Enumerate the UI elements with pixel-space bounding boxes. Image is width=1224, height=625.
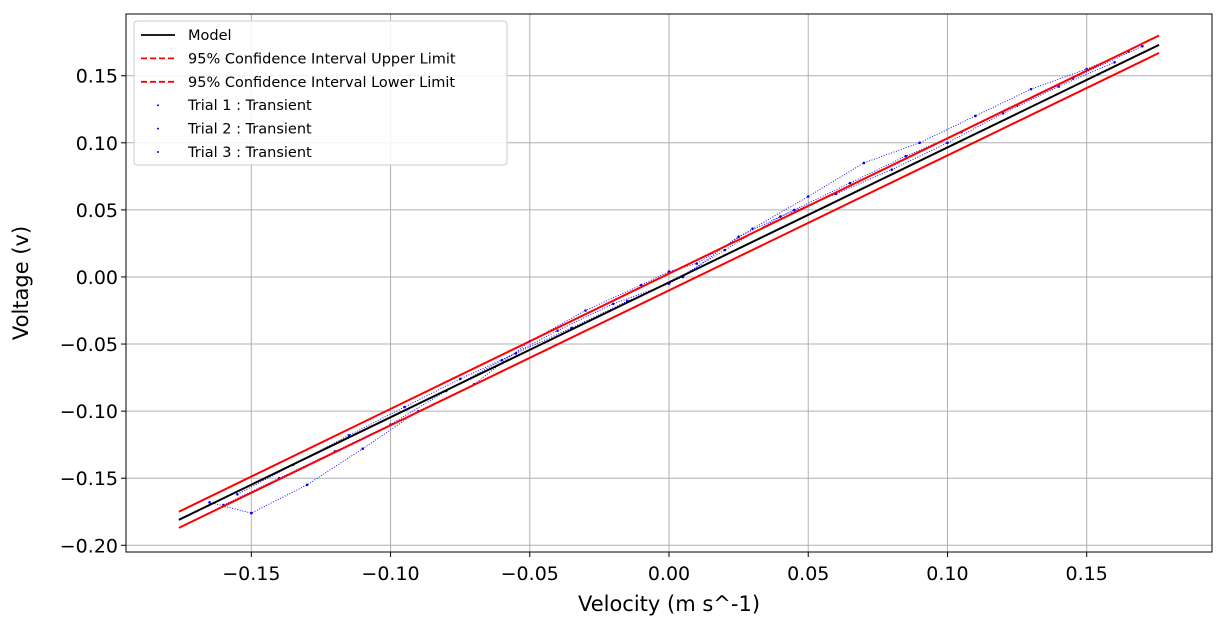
data-point [751, 227, 754, 230]
data-point [890, 168, 894, 171]
x-tick-label: −0.15 [222, 563, 280, 585]
data-point [250, 511, 253, 515]
legend-label: 95% Confidence Interval Upper Limit [188, 51, 456, 67]
data-point [612, 302, 615, 306]
model-line [178, 43, 1160, 521]
data-point [361, 447, 364, 450]
x-tick-label: 0.10 [926, 563, 968, 585]
legend-entry: Trial 3 : Transient [157, 145, 312, 161]
data-point [1029, 87, 1033, 91]
data-point [723, 248, 726, 252]
y-tick-label: 0.15 [76, 66, 118, 88]
data-point [806, 195, 810, 198]
y-tick-label: 0.10 [76, 133, 118, 155]
data-point [556, 329, 559, 332]
legend-label: Trial 2 : Transient [187, 122, 312, 138]
legend-label: Model [188, 28, 232, 44]
x-axis-title: Velocity (m s^-1) [578, 592, 760, 616]
data-point [974, 114, 977, 118]
y-tick-label: −0.10 [60, 401, 118, 423]
data-point [695, 262, 699, 265]
data-point [305, 483, 309, 487]
ticks: −0.15 −0.10 −0.05 0.00 0.05 0.10 0.15 −0.20 −0.1… [60, 66, 1108, 585]
x-tick-label: −0.10 [361, 563, 419, 585]
ci-upper-line [178, 34, 1160, 513]
legend-entry: Trial 2 : Transient [157, 122, 312, 138]
y-tick-label: −0.15 [60, 468, 118, 490]
data-point [639, 283, 643, 287]
legend-point-swatch [157, 127, 159, 130]
legend-label: 95% Confidence Interval Lower Limit [188, 75, 455, 91]
x-tick-label: 0.15 [1066, 563, 1108, 585]
data-point [946, 141, 949, 145]
legend-point-swatch [157, 151, 159, 153]
series-layer [178, 34, 1160, 529]
data-point [1113, 60, 1116, 64]
data-point [403, 405, 406, 409]
y-axis-title: Voltage (v) [9, 226, 33, 340]
grid [126, 14, 1212, 552]
data-point [737, 235, 740, 239]
data-point [584, 309, 587, 312]
legend-label: Trial 3 : Transient [187, 145, 312, 161]
data-point [918, 141, 921, 145]
data-point [514, 352, 518, 355]
legend-entry: 95% Confidence Interval Lower Limit [141, 75, 455, 91]
legend-entry: Model [141, 28, 232, 44]
legend-entry: Trial 1 : Transient [157, 98, 312, 114]
data-point [1141, 44, 1144, 48]
y-tick-label: −0.05 [60, 334, 118, 356]
data-point [862, 161, 866, 165]
y-tick-label: 0.00 [76, 267, 118, 289]
data-point [848, 181, 852, 185]
y-tick-label: 0.05 [76, 200, 118, 222]
legend-label: Trial 1 : Transient [187, 98, 312, 114]
ci-lower-line [178, 52, 1160, 529]
data-point [347, 433, 351, 437]
legend-box [133, 20, 508, 166]
x-tick-label: 0.05 [787, 563, 829, 585]
legend-point-swatch [157, 104, 159, 107]
legend-entry: 95% Confidence Interval Upper Limit [141, 51, 456, 67]
x-tick-label: −0.05 [501, 563, 559, 585]
data-point [458, 377, 462, 381]
legend: Model 95% Confidence Interval Upper Limit… [133, 20, 508, 166]
x-tick-label: 0.00 [648, 563, 690, 585]
data-point [236, 493, 239, 496]
data-point [208, 501, 211, 504]
data-point [904, 154, 907, 158]
data-point [793, 208, 796, 212]
y-tick-label: −0.20 [60, 535, 118, 557]
